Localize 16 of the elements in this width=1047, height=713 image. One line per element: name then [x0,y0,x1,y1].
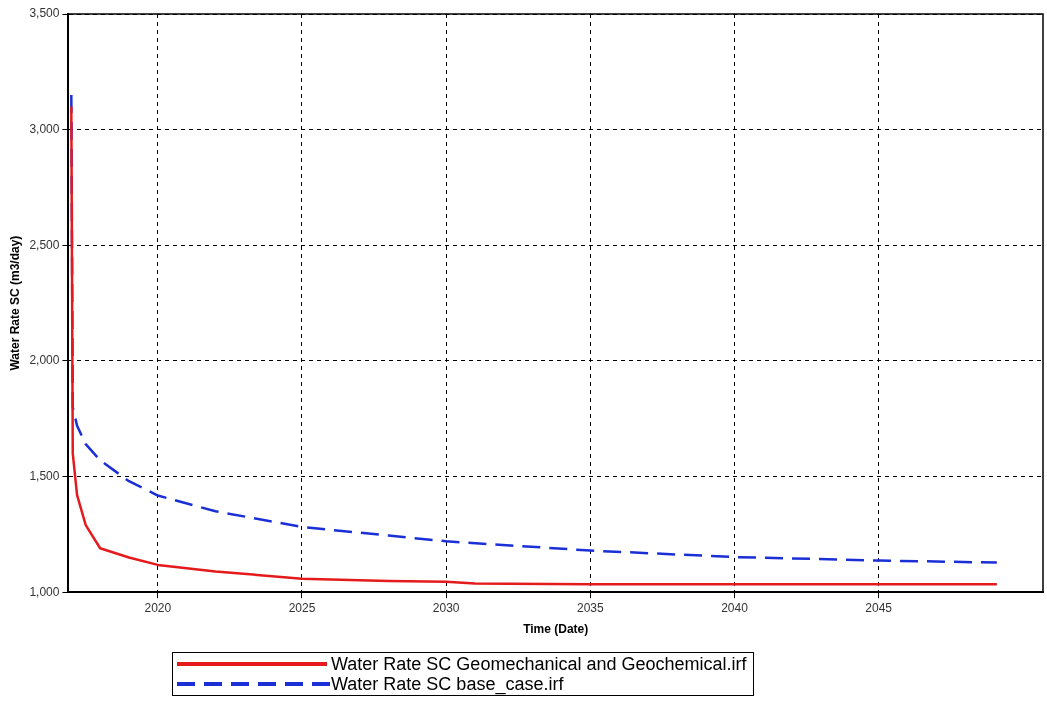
legend-label: Water Rate SC base_case.irf [331,674,564,694]
x-axis-title: Time (Date) [523,622,589,637]
y-tick-label: 3,500 [29,6,60,21]
x-tick-label: 2020 [144,600,172,615]
x-tick-label: 2035 [576,600,604,615]
x-tick-label: 2030 [432,600,460,615]
y-tick-label: 2,000 [29,353,60,368]
y-tick-label: 3,000 [29,121,60,136]
x-tick-label: 2040 [721,600,749,615]
x-tick-label: 2025 [288,600,316,615]
y-tick-label: 2,500 [29,237,60,252]
y-tick-label: 1,000 [29,584,60,599]
y-tick-label: 1,500 [29,468,60,483]
y-axis-title: Water Rate SC (m3/day) [7,235,22,371]
legend-label: Water Rate SC Geomechanical and Geochemical.irf [331,654,747,674]
x-tick-label: 2045 [865,600,893,615]
